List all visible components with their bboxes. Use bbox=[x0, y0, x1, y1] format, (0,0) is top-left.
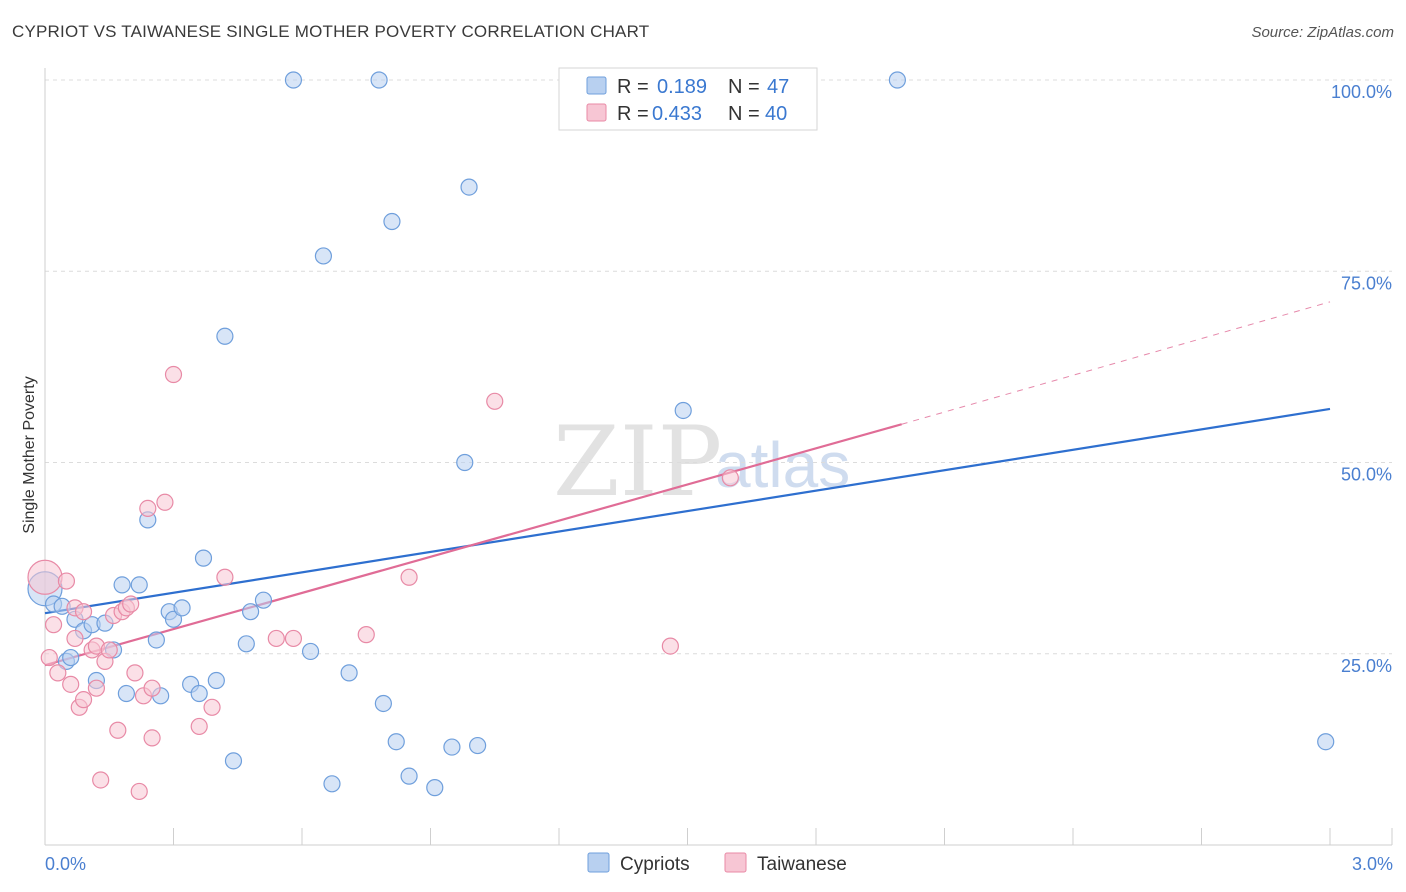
legend-r-value: 0.433 bbox=[652, 103, 702, 125]
taiwanese-point bbox=[284, 629, 303, 648]
cypriots-point bbox=[113, 576, 131, 594]
legend-n-label: N = bbox=[728, 103, 760, 125]
y-tick-label: 100.0% bbox=[1331, 82, 1392, 102]
bottom-legend-taiwanese: Taiwanese bbox=[757, 854, 847, 875]
taiwanese-point bbox=[164, 365, 183, 384]
cypriots-point bbox=[460, 178, 478, 196]
taiwanese-point bbox=[66, 629, 84, 648]
taiwanese-point bbox=[100, 641, 118, 659]
taiwanese-point bbox=[143, 729, 161, 747]
bottom-legend-swatch-cypriots bbox=[587, 852, 610, 873]
cypriots-point bbox=[888, 71, 906, 89]
legend-r-value: 0.189 bbox=[657, 76, 707, 98]
taiwanese-point bbox=[109, 721, 127, 739]
cypriots-point bbox=[117, 684, 135, 703]
taiwanese-point bbox=[74, 603, 93, 621]
taiwanese-point bbox=[721, 469, 739, 487]
taiwanese-point bbox=[357, 626, 375, 644]
legend-n-label: N = bbox=[728, 76, 760, 98]
taiwanese-point bbox=[27, 559, 63, 595]
taiwanese-point bbox=[49, 664, 67, 682]
cypriots-point bbox=[323, 775, 341, 793]
taiwanese-point bbox=[62, 675, 80, 693]
watermark-atlas: atlas bbox=[715, 429, 850, 501]
taiwanese-point bbox=[139, 499, 157, 517]
y-tick-label: 50.0% bbox=[1341, 465, 1392, 485]
cypriots-point bbox=[383, 212, 401, 231]
bottom-legend-cypriots: Cypriots bbox=[620, 854, 690, 875]
cypriots-point bbox=[173, 599, 191, 617]
cypriots-point bbox=[340, 664, 358, 682]
cypriots-point bbox=[190, 684, 208, 703]
taiwanese-point bbox=[216, 568, 234, 586]
bottom-legend-swatch-taiwanese bbox=[724, 852, 747, 873]
y-axis-label: Single Mother Poverty bbox=[21, 376, 38, 533]
cypriots-point bbox=[400, 767, 418, 785]
trend-lines bbox=[44, 301, 1331, 667]
chart-title: CYPRIOT VS TAIWANESE SINGLE MOTHER POVER… bbox=[12, 22, 650, 41]
axes: 25.0% 50.0% 75.0% 100.0% 0.0% 3.0% bbox=[44, 68, 1393, 874]
cypriots-point bbox=[164, 610, 183, 628]
cypriots-point bbox=[387, 733, 405, 751]
cypriots-point bbox=[374, 694, 392, 713]
cypriots-trend-line bbox=[44, 407, 1331, 615]
y-tick-label: 75.0% bbox=[1341, 273, 1392, 293]
data-points bbox=[27, 71, 1335, 801]
taiwanese-point bbox=[57, 572, 76, 590]
cypriots-point bbox=[207, 671, 225, 690]
taiwanese-point bbox=[486, 392, 504, 410]
cypriots-point bbox=[469, 736, 487, 755]
taiwanese-point bbox=[122, 595, 140, 613]
taiwanese-point bbox=[267, 629, 285, 648]
cypriots-point bbox=[62, 648, 80, 667]
legend-n-value: 40 bbox=[765, 103, 787, 125]
cypriots-point bbox=[426, 779, 444, 797]
legend-r-label: R = bbox=[617, 76, 649, 98]
cypriots-point bbox=[314, 247, 333, 265]
cypriots-point bbox=[194, 549, 213, 567]
taiwanese-point bbox=[126, 664, 144, 682]
cypriots-point bbox=[456, 453, 474, 472]
cypriots-point bbox=[237, 635, 255, 653]
cypriots-point bbox=[254, 591, 273, 609]
taiwanese-point bbox=[156, 493, 174, 511]
cypriots-point bbox=[147, 631, 165, 649]
taiwanese-point bbox=[190, 717, 208, 736]
legend-n-value: 47 bbox=[767, 76, 789, 98]
bottom-legend: Cypriots Taiwanese bbox=[587, 852, 847, 875]
gridlines bbox=[45, 79, 1392, 655]
taiwanese-point bbox=[87, 679, 106, 697]
taiwanese-point bbox=[74, 691, 93, 709]
taiwanese-point bbox=[44, 616, 63, 634]
taiwanese-trend-extension bbox=[901, 301, 1331, 425]
cypriots-point bbox=[224, 752, 243, 770]
taiwanese-point bbox=[203, 698, 221, 716]
source-credit: Source: ZipAtlas.com bbox=[1251, 24, 1394, 41]
x-tick-label: 3.0% bbox=[1352, 854, 1393, 874]
taiwanese-point bbox=[130, 782, 148, 801]
cypriots-point bbox=[1317, 733, 1335, 751]
taiwanese-trend-line bbox=[44, 423, 902, 667]
cypriots-point bbox=[216, 327, 234, 345]
x-tick-label: 0.0% bbox=[45, 854, 86, 874]
taiwanese-point bbox=[92, 771, 110, 789]
cypriots-point bbox=[242, 603, 260, 621]
cypriots-point bbox=[443, 738, 461, 756]
cypriots-point bbox=[130, 576, 148, 594]
cypriots-point bbox=[674, 401, 692, 420]
taiwanese-point bbox=[661, 637, 679, 655]
taiwanese-point bbox=[400, 568, 418, 586]
cypriots-point bbox=[370, 71, 388, 89]
cypriots-point bbox=[301, 642, 320, 661]
cypriots-point bbox=[284, 71, 303, 89]
taiwanese-point bbox=[143, 679, 161, 697]
legend: R = 0.189 N = 47 R = 0.433 N = 40 bbox=[558, 67, 818, 131]
legend-swatch-cypriots bbox=[586, 76, 607, 95]
y-tick-label: 25.0% bbox=[1341, 656, 1392, 676]
taiwanese-point bbox=[40, 648, 58, 667]
legend-r-label: R = bbox=[617, 103, 649, 125]
legend-swatch-taiwanese bbox=[586, 103, 607, 122]
